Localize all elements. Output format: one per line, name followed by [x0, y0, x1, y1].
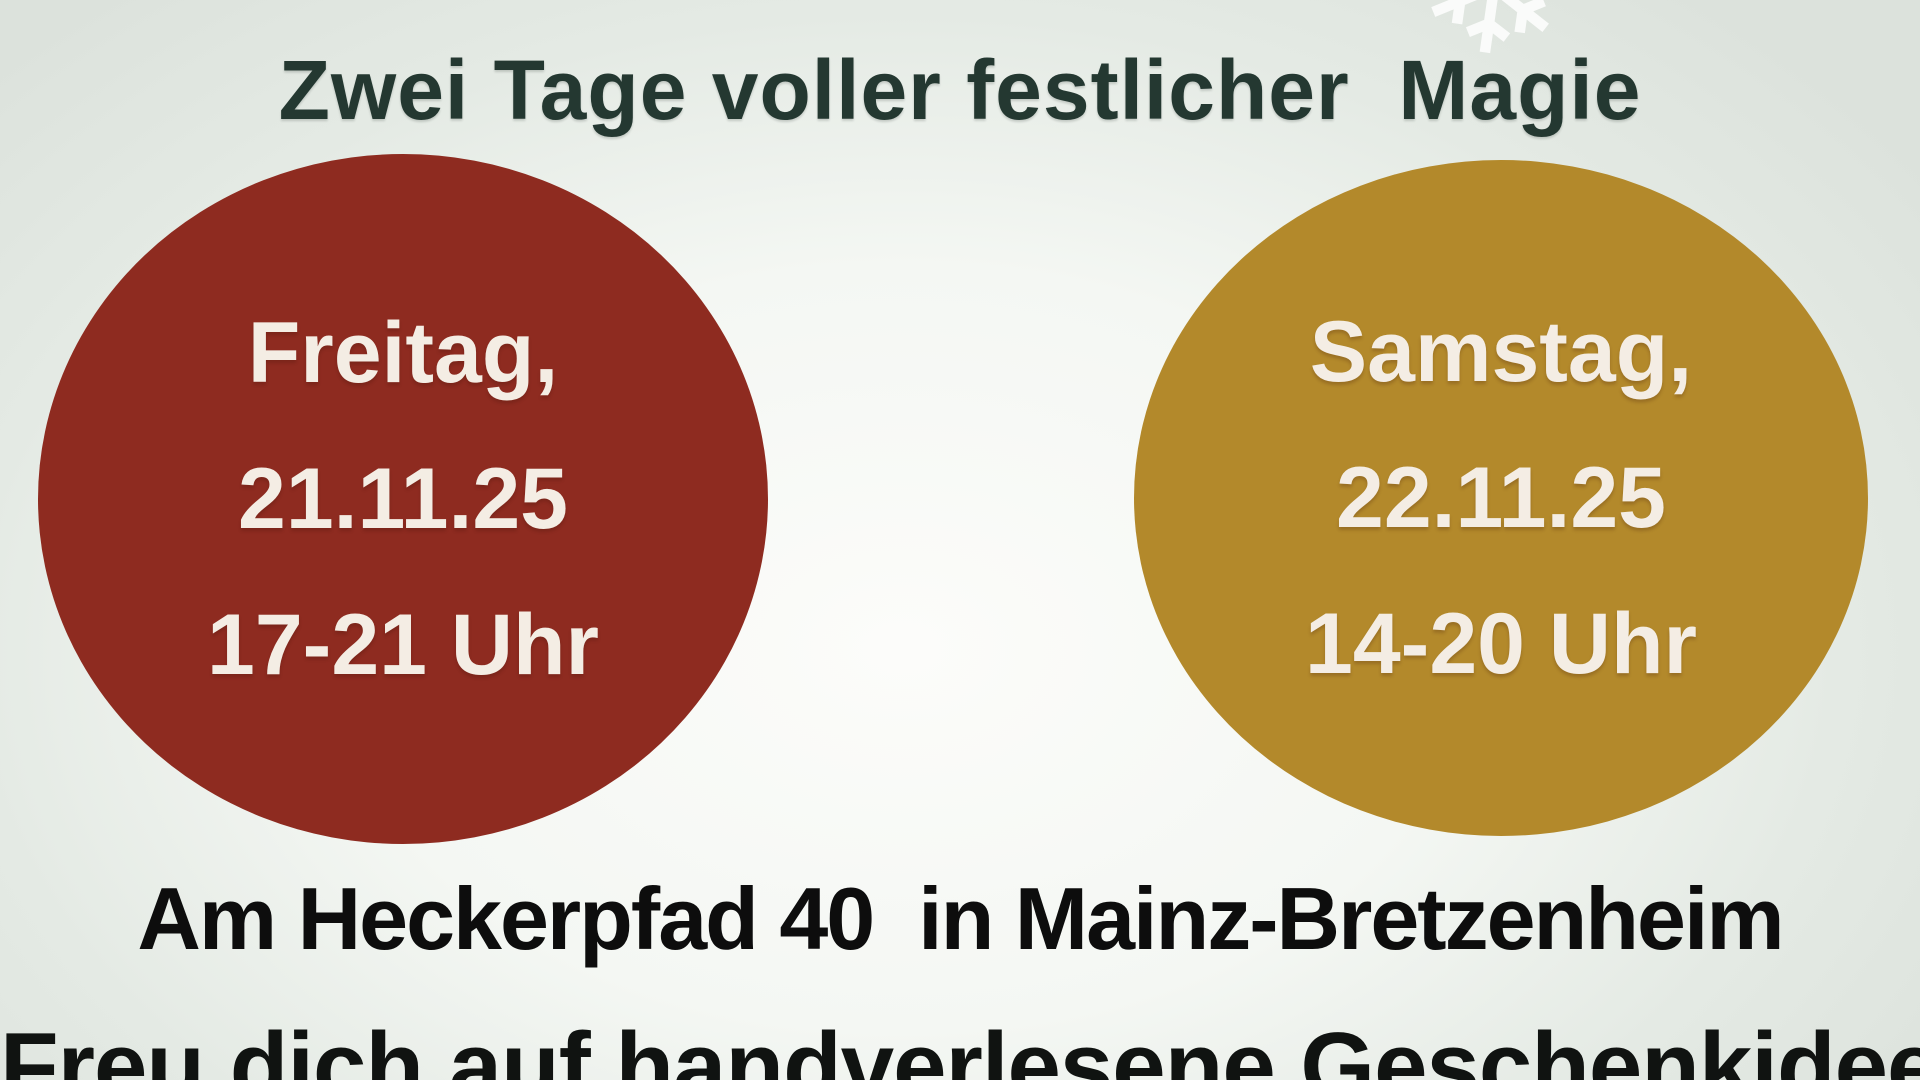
- friday-date-label: 21.11.25: [237, 451, 569, 547]
- saturday-date-label: 22.11.25: [1335, 450, 1667, 546]
- page-title: Zwei Tage voller festlicher Magie: [278, 43, 1642, 137]
- friday-day-label: Freitag,: [247, 305, 559, 401]
- saturday-day-label: Samstag,: [1309, 304, 1693, 400]
- friday-time-label: 17-21 Uhr: [207, 597, 599, 693]
- address-line: Am Heckerpfad 40 in Mainz-Bretzenheim: [137, 869, 1784, 968]
- event-circle-friday: Freitag, 21.11.25 17-21 Uhr: [38, 154, 768, 844]
- saturday-time-label: 14-20 Uhr: [1305, 596, 1697, 692]
- tagline-text: Freu dich auf handverlesene Geschenkidee…: [0, 1013, 1920, 1080]
- event-circle-saturday: Samstag, 22.11.25 14-20 Uhr: [1134, 160, 1868, 836]
